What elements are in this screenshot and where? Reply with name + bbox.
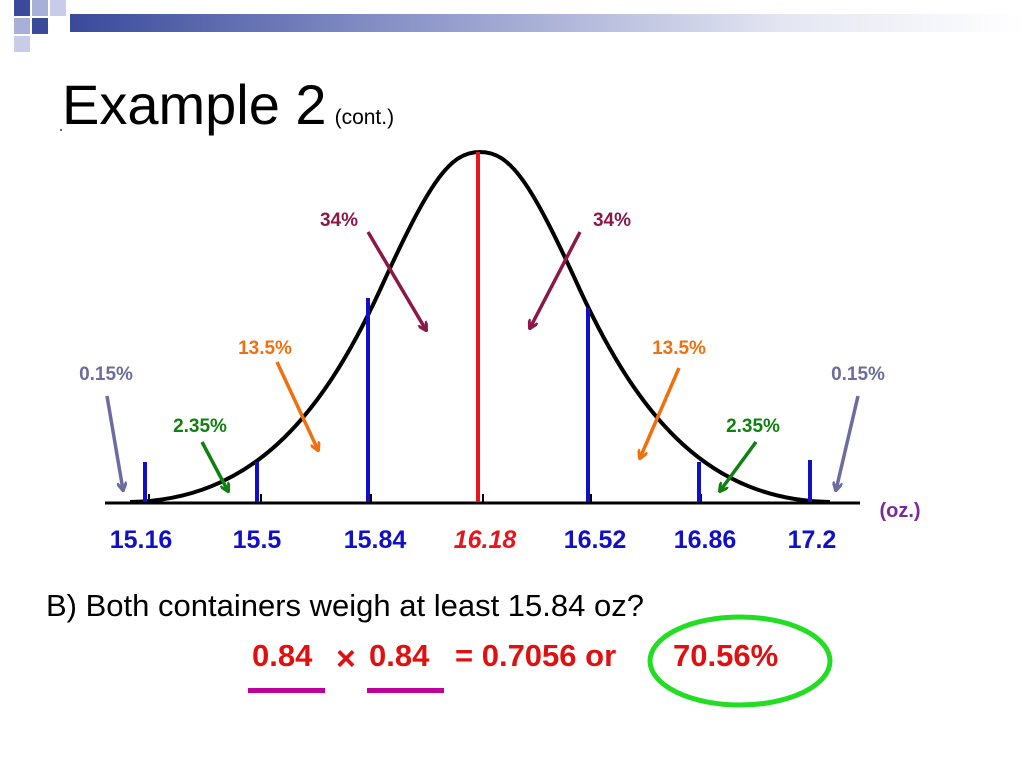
tick-label-mean: 16.18 <box>454 526 517 554</box>
calc-percent: 70.56% <box>673 638 779 673</box>
underline-right <box>367 688 444 693</box>
header-bar <box>70 14 1024 32</box>
pct-label-13-5-left: 13.5% <box>238 338 292 359</box>
unit-label: (oz.) <box>879 500 920 522</box>
title-suffix: (cont.) <box>334 106 395 129</box>
arrow-13-5-right <box>640 367 681 458</box>
title-main: Example 2 <box>62 73 327 136</box>
tick-label: 17.2 <box>788 526 837 554</box>
highlight-circle <box>647 614 833 708</box>
arrow-34-left <box>366 231 426 330</box>
corner-decoration <box>0 0 80 60</box>
tick-label: 16.86 <box>674 526 737 554</box>
pct-label-0-15-right: 0.15% <box>831 364 885 385</box>
arrow-13-5-left <box>275 361 318 450</box>
arrow-0-15-left <box>105 395 123 490</box>
pct-label-2-35-right: 2.35% <box>726 416 780 437</box>
title-divider <box>60 129 62 131</box>
tick-label: 15.16 <box>110 526 173 554</box>
slide-title: Example 2 (cont.) <box>62 72 394 137</box>
pct-label-34-left: 34% <box>320 210 358 231</box>
tick-label: 16.52 <box>564 526 627 554</box>
times-icon: × <box>336 640 356 678</box>
calc-right-factor: 0.84 <box>369 638 430 673</box>
tick-label: 15.5 <box>233 526 282 554</box>
tick-label: 15.84 <box>344 526 407 554</box>
pct-label-2-35-left: 2.35% <box>173 416 227 437</box>
question-text: B) Both containers weigh at least 15.84 … <box>46 588 644 623</box>
arrow-0-15-right <box>836 395 860 490</box>
arrow-2-35-right <box>720 440 758 491</box>
calc-left-factor: 0.84 <box>252 638 313 673</box>
arrow-34-right <box>530 231 582 328</box>
pct-label-34-right: 34% <box>593 210 631 231</box>
underline-left <box>248 688 325 693</box>
pct-label-0-15-left: 0.15% <box>79 364 133 385</box>
calc-result: = 0.7056 or <box>455 638 617 673</box>
pct-label-13-5-right: 13.5% <box>652 338 706 359</box>
arrow-2-35-left <box>200 441 228 491</box>
